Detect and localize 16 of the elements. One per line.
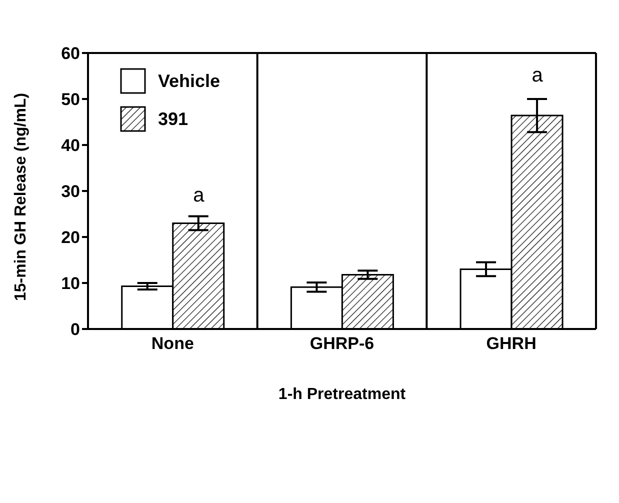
y-axis-title: 15-min GH Release (ng/mL) xyxy=(12,92,30,301)
x-tick-label: GHRH xyxy=(486,334,536,354)
x-tick-label: GHRP-6 xyxy=(310,334,374,354)
y-tick-label: 20 xyxy=(61,228,80,248)
y-tick-label: 60 xyxy=(61,44,80,64)
legend-label: 391 xyxy=(158,108,188,130)
y-tick-label: 40 xyxy=(61,136,80,156)
x-tick-label: None xyxy=(151,334,194,354)
y-tick-label: 30 xyxy=(61,182,80,202)
y-tick-label: 50 xyxy=(61,90,80,110)
y-tick-label: 10 xyxy=(61,274,80,294)
annotation: a xyxy=(193,184,206,206)
annotation: a xyxy=(532,64,544,86)
x-axis-title: 1-h Pretreatment xyxy=(278,386,406,403)
y-tick-label: 0 xyxy=(70,320,80,340)
legend-label: Vehicle xyxy=(158,70,220,92)
